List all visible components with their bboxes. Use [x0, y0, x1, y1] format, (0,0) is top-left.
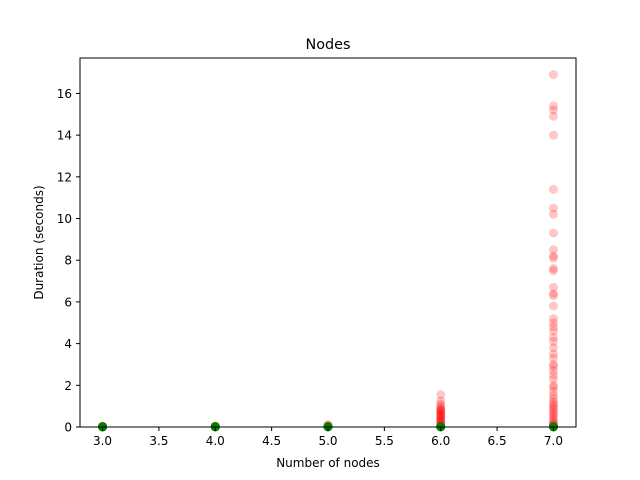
x-tick-label: 4.5: [262, 434, 281, 448]
red-point: [436, 406, 446, 416]
y-tick-label: 6: [64, 295, 72, 309]
red-point: [548, 289, 558, 299]
red-point: [548, 203, 558, 213]
y-tick-label: 2: [64, 379, 72, 393]
red-point: [548, 253, 558, 263]
plot-frame: [79, 57, 577, 428]
red-point: [548, 412, 558, 422]
x-tick-label: 5.5: [375, 434, 394, 448]
x-tick-label: 3.5: [149, 434, 168, 448]
y-tick-label: 8: [64, 254, 72, 268]
red-point: [548, 184, 558, 194]
red-point: [436, 415, 446, 425]
red-point: [548, 301, 558, 311]
x-tick-label: 6.5: [488, 434, 507, 448]
red-point: [548, 101, 558, 111]
red-point: [548, 391, 558, 401]
chart-title: Nodes: [305, 37, 350, 53]
red-point: [548, 349, 558, 359]
y-tick-label: 16: [57, 87, 72, 101]
x-tick-label: 7.0: [544, 434, 563, 448]
red-point: [436, 408, 446, 418]
red-point: [548, 380, 558, 390]
red-point: [436, 405, 446, 415]
red-point: [548, 332, 558, 342]
red-point: [548, 394, 558, 404]
red-point: [548, 359, 558, 369]
x-tick-label: 4.0: [206, 434, 225, 448]
x-axis-ticks: 3.0 3.5 4.0 4.5 5.0 5.5 6.0 6.5 7.0: [93, 427, 563, 448]
red-point: [436, 399, 446, 409]
red-point: [548, 370, 558, 380]
y-tick-label: 12: [57, 170, 72, 184]
red-point: [548, 282, 558, 292]
red-point: [436, 403, 446, 413]
red-point: [548, 314, 558, 324]
red-point: [548, 366, 558, 376]
red-point: [548, 362, 558, 372]
red-point: [548, 326, 558, 336]
red-point: [548, 407, 558, 417]
red-point: [548, 403, 558, 413]
red-point: [548, 414, 558, 424]
red-point: [436, 413, 446, 423]
red-point: [436, 401, 446, 411]
red-point: [548, 399, 558, 409]
red-point: [548, 251, 558, 261]
red-point: [548, 397, 558, 407]
red-point: [548, 245, 558, 255]
red-point: [548, 266, 558, 276]
red-point: [548, 337, 558, 347]
red-point: [548, 387, 558, 397]
red-point: [548, 318, 558, 328]
red-point: [548, 111, 558, 121]
red-point: [436, 409, 446, 419]
red-point: [436, 411, 446, 421]
red-point: [548, 291, 558, 301]
y-axis-ticks: 0 2 4 6 8 10 12 14 16: [57, 87, 80, 435]
red-point: [548, 209, 558, 219]
x-tick-label: 3.0: [93, 434, 112, 448]
red-point: [548, 401, 558, 411]
red-point: [548, 130, 558, 140]
data-points: [98, 70, 558, 432]
red-point: [548, 105, 558, 115]
y-tick-label: 10: [57, 212, 72, 226]
red-point: [548, 382, 558, 392]
y-tick-label: 0: [64, 421, 72, 435]
red-point: [548, 322, 558, 332]
red-point: [436, 412, 446, 422]
red-point: [436, 396, 446, 406]
x-tick-label: 5.0: [318, 434, 337, 448]
red-point: [548, 228, 558, 238]
red-point: [548, 353, 558, 363]
x-tick-label: 6.0: [431, 434, 450, 448]
red-point: [548, 405, 558, 415]
red-point: [548, 264, 558, 274]
red-point: [548, 70, 558, 80]
red-point: [436, 404, 446, 414]
red-point: [436, 414, 446, 424]
red-point: [548, 374, 558, 384]
y-tick-label: 4: [64, 337, 72, 351]
y-axis-label: Duration (seconds): [32, 185, 46, 299]
red-point: [548, 343, 558, 353]
red-point: [548, 409, 558, 419]
red-point: [436, 407, 446, 417]
x-axis-label: Number of nodes: [276, 456, 380, 470]
red-point: [436, 390, 446, 400]
y-tick-label: 14: [57, 129, 72, 143]
